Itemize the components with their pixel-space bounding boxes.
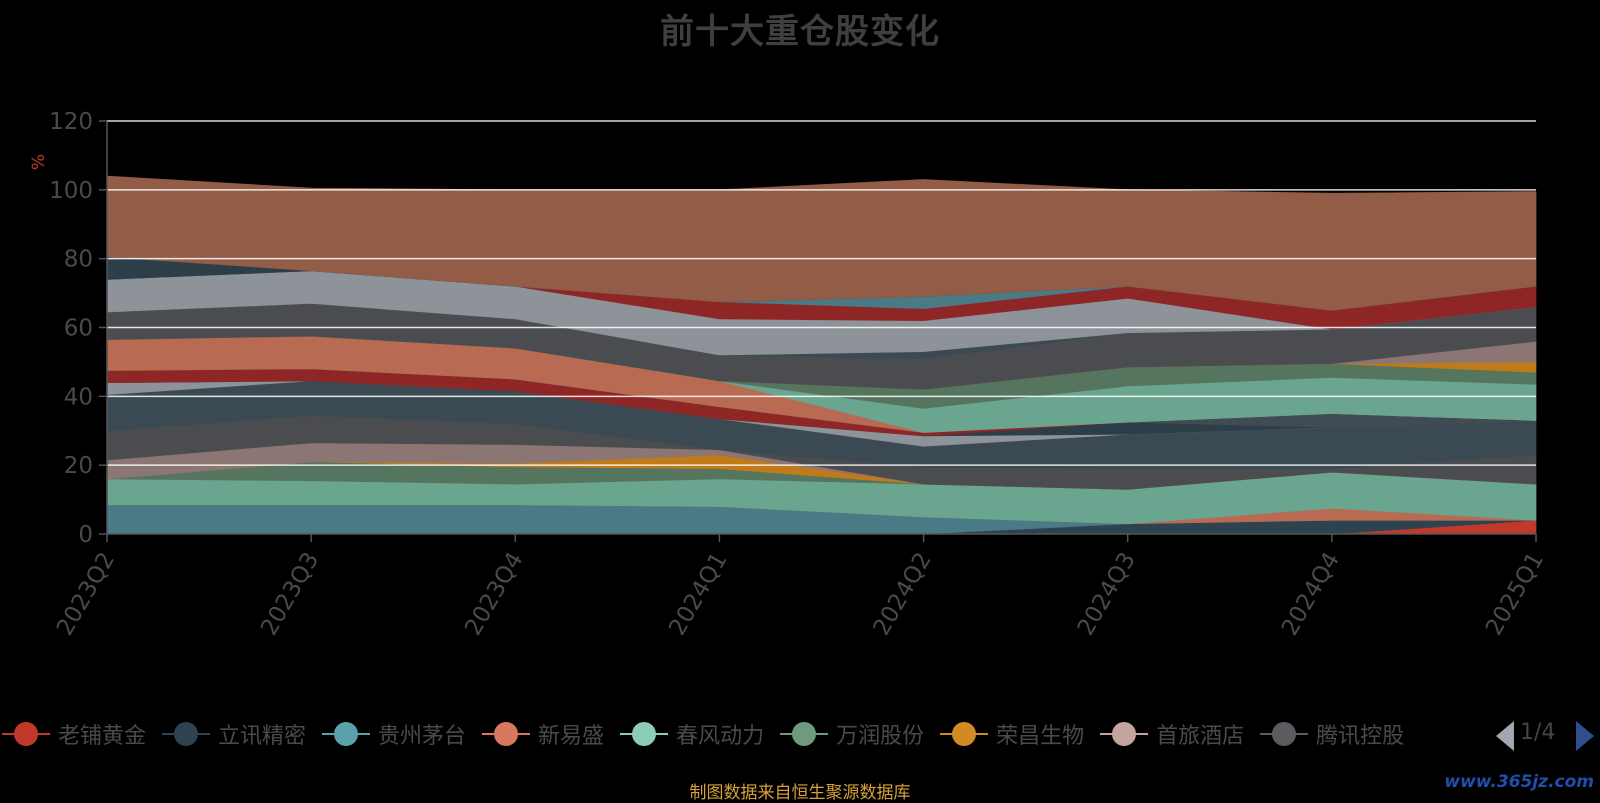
legend-label: 荣昌生物 [996,724,1085,749]
legend-label: 万润股份 [836,724,925,749]
legend-dot [952,722,977,746]
y-tick-label: 40 [64,384,93,410]
legend-label: 春风动力 [676,724,765,749]
legend-label: 腾讯控股 [1316,724,1405,749]
y-tick-label: 100 [49,178,93,204]
x-tick-label: 2023Q2 [52,548,120,640]
watermark: www.365jz.com [1444,772,1594,792]
y-tick-label: 0 [78,522,93,548]
legend-dot [14,722,38,746]
legend-label: 立讯精密 [218,724,307,749]
legend-item[interactable]: 荣昌生物 [940,716,1084,752]
legend-swatch-icon [780,722,829,746]
y-tick-label: 20 [64,453,93,479]
legend-swatch-icon [1260,722,1309,746]
legend: 老铺黄金 立讯精密 贵州茅台 新易盛 春风动力 万润股份 荣昌生物 首旅酒店 腾讯控股 [0,716,1486,756]
chart-title: 前十大重仓股变化 [660,12,940,52]
y-tick-label: 120 [49,109,93,135]
legend-swatch-icon [1100,722,1149,746]
legend-swatch-icon [940,722,989,746]
legend-item[interactable]: 新易盛 [482,716,604,752]
legend-dot [1272,722,1297,746]
legend-label: 老铺黄金 [58,724,147,749]
chart-plot: 0 20 40 60 80 100 120 2023Q2 2023Q3 2023Q4 2024Q1 2… [29,109,1549,640]
legend-item[interactable]: 贵州茅台 [322,716,466,752]
grid-lines [107,120,1536,466]
legend-item[interactable]: 首旅酒店 [1100,716,1244,752]
legend-item[interactable]: 立讯精密 [162,716,306,752]
legend-dot [494,722,519,746]
previous-page-icon[interactable] [1496,721,1514,751]
legend-item[interactable]: 老铺黄金 [2,716,146,752]
legend-swatch-icon [2,722,50,746]
area-layers [106,175,1537,535]
y-tick-label: 80 [64,247,93,273]
source-note: 制图数据来自恒生聚源数据库 [689,783,911,803]
legend-label: 首旅酒店 [1156,724,1245,749]
x-tick-label: 2023Q3 [256,548,324,640]
legend-dot [632,722,657,746]
x-tick-label: 2024Q3 [1073,548,1141,640]
legend-swatch-icon [620,722,669,746]
pager-text: 1/4 [1520,720,1556,745]
legend-dot [792,722,817,746]
x-tick-label: 2024Q2 [869,548,937,640]
legend-dot [174,722,199,746]
legend-swatch-icon [322,722,371,746]
next-page-icon[interactable] [1576,721,1594,751]
x-tick-label: 2024Q1 [664,548,732,640]
x-tick-label: 2025Q1 [1481,548,1549,640]
legend-swatch-icon [482,722,531,746]
legend-pager: 1/4 [1494,718,1600,754]
x-tick-label: 2024Q4 [1277,548,1345,640]
legend-dot [334,722,359,746]
legend-label: 贵州茅台 [378,724,467,749]
legend-item[interactable]: 腾讯控股 [1260,716,1404,752]
x-tick-label: 2023Q4 [460,548,528,640]
legend-dot [1112,722,1137,746]
y-tick-label: 60 [64,316,93,342]
legend-item[interactable]: 春风动力 [620,716,764,752]
legend-item[interactable]: 万润股份 [780,716,924,752]
y-axis-label: % [29,154,49,170]
legend-label: 新易盛 [538,724,605,749]
legend-swatch-icon [162,722,211,746]
